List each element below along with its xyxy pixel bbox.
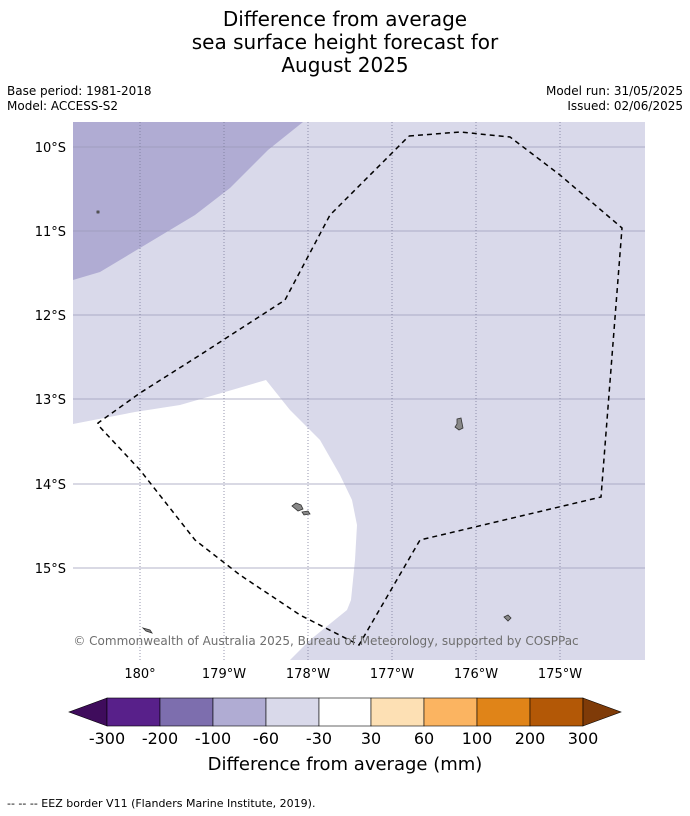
island-wallis	[291, 502, 304, 512]
lon-label-180: 180°	[124, 667, 155, 682]
model-name: Model: ACCESS-S2	[7, 99, 119, 113]
meta-right: Model run: 31/05/2025 Issued: 02/06/2025	[546, 84, 683, 114]
title-line-3: August 2025	[281, 53, 409, 77]
latitude-labels: 10°S 11°S 12°S 13°S 14°S 15°S	[35, 141, 66, 577]
meta-left: Base period: 1981-2018 Model: ACCESS-S2	[7, 84, 152, 114]
chart-title: Difference from average sea surface heig…	[0, 8, 690, 77]
island-wallis-small	[301, 510, 311, 516]
eez-border	[97, 131, 623, 646]
colorbar-title: Difference from average (mm)	[208, 754, 483, 775]
island-niuafoou	[503, 614, 512, 622]
lat-label-12s: 12°S	[35, 309, 66, 324]
colorbar-tick-5: -30	[306, 729, 332, 748]
colorbar-segment-7	[423, 697, 478, 727]
lon-label-177w: 177°W	[370, 667, 414, 682]
lat-label-15s: 15°S	[35, 562, 66, 577]
colorbar-segment-9	[529, 697, 584, 727]
map-figure: 10°S 11°S 12°S 13°S 14°S 15°S 180° 179°W…	[35, 122, 645, 775]
colorbar-segment-2	[159, 697, 214, 727]
colorbar-segment-3	[212, 697, 267, 727]
colorbar-tick-2: -200	[142, 729, 178, 748]
island-funafuti-area	[454, 417, 464, 431]
colorbar-right-extend	[582, 697, 622, 727]
colorbar-tick-10: 300	[568, 729, 599, 748]
eez-footnote: -- -- -- EEZ border V11 (Flanders Marine…	[7, 797, 316, 810]
lon-label-176w: 176°W	[454, 667, 498, 682]
colorbar-segment-5	[318, 697, 372, 727]
model-run: Model run: 31/05/2025	[545, 84, 683, 98]
colorbar-tick-1: -300	[89, 729, 125, 748]
lat-label-10s: 10°S	[35, 141, 66, 156]
colorbar-tick-3: -100	[195, 729, 231, 748]
colorbar-tick-6: 30	[361, 729, 381, 748]
colorbar-segment-1	[106, 697, 161, 727]
colorbar-segment-8	[476, 697, 531, 727]
title-line-2: sea surface height forecast for	[191, 30, 499, 54]
lon-label-179w: 179°W	[202, 667, 246, 682]
colorbar-tick-8: 100	[462, 729, 493, 748]
lat-label-14s: 14°S	[35, 478, 66, 493]
title-line-1: Difference from average	[222, 7, 468, 31]
colorbar-segment-6	[370, 697, 425, 727]
colorbar: -300 -200 -100 -60 -30 30 60 100 200 300…	[68, 697, 622, 775]
islands	[96, 210, 512, 634]
colorbar-tick-4: -60	[253, 729, 279, 748]
lat-label-13s: 13°S	[35, 393, 66, 408]
colorbar-tick-9: 200	[515, 729, 546, 748]
map-area	[73, 122, 645, 660]
lon-label-175w: 175°W	[538, 667, 582, 682]
latitude-gridlines	[73, 146, 645, 569]
issued-date: Issued: 02/06/2025	[567, 99, 683, 113]
lon-label-178w: 178°W	[286, 667, 330, 682]
copyright-notice: © Commonwealth of Australia 2025, Bureau…	[73, 634, 578, 648]
anomaly-neutral-region	[73, 380, 357, 660]
anomaly-mid-region	[73, 122, 303, 280]
island-sw-tiny	[141, 627, 153, 634]
colorbar-segment-4	[265, 697, 320, 727]
lat-label-11s: 11°S	[35, 225, 66, 240]
colorbar-tick-7: 60	[414, 729, 434, 748]
base-period: Base period: 1981-2018	[7, 84, 152, 98]
longitude-labels: 180° 179°W 178°W 177°W 176°W 175°W	[124, 667, 582, 682]
colorbar-left-extend	[68, 697, 108, 727]
island-north-tiny	[96, 210, 100, 214]
